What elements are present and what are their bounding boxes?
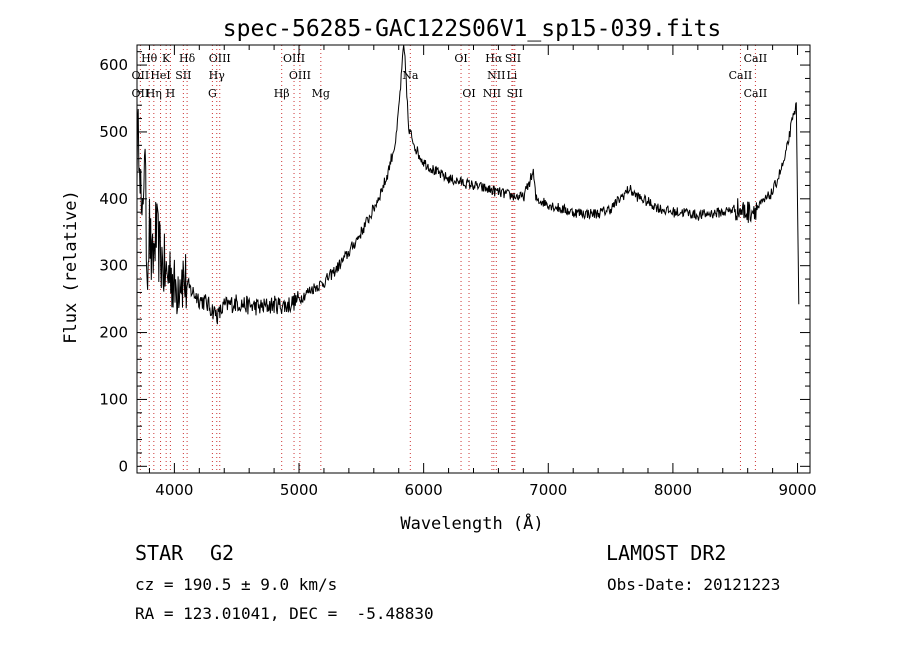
line-marker-label: OIII [209, 52, 231, 65]
line-marker-label: Hη [146, 87, 162, 100]
line-marker-label: Mg [312, 87, 330, 100]
survey-name: LAMOST DR2 [606, 541, 727, 565]
y-tick-label: 100 [99, 390, 128, 408]
line-marker-label: NII [487, 69, 505, 82]
observation-date: Obs-Date: 20121223 [607, 575, 781, 594]
x-tick-label: 4000 [155, 481, 193, 499]
line-marker-label: OIII [289, 69, 311, 82]
redshift-velocity: cz = 190.5 ± 9.0 km/s [135, 575, 338, 594]
line-marker-label: SII [505, 52, 521, 65]
plot-frame [136, 44, 811, 474]
line-marker-label: Hθ [141, 52, 158, 65]
spectrum-series [136, 44, 800, 325]
spectrum-line [136, 44, 800, 325]
line-marker-label: OIII [283, 52, 305, 65]
x-tick-label: 9000 [778, 481, 816, 499]
object-class: STAR [135, 541, 184, 565]
x-tick-label: 8000 [654, 481, 692, 499]
line-marker-label: OII [132, 69, 150, 82]
line-marker-label: OI [454, 52, 467, 65]
axis-ticks: 4000 5000 6000 7000 8000 9000 0 100 200 300 400 500… [99, 45, 817, 499]
line-marker-label: K [162, 52, 171, 65]
line-marker-label: HeI [150, 69, 170, 82]
x-tick-label: 7000 [529, 481, 567, 499]
object-subclass: G2 [210, 541, 235, 565]
y-tick-label: 300 [99, 257, 128, 275]
chart-title: spec-56285-GAC122S06V1_sp15-039.fits [223, 16, 722, 42]
line-marker-label: G [208, 87, 217, 100]
line-marker-label: SII [175, 69, 191, 82]
y-tick-label: 200 [99, 324, 128, 342]
line-marker-label: SII [507, 87, 523, 100]
line-marker-label: Hδ [179, 52, 196, 65]
y-tick-label: 600 [99, 56, 128, 74]
line-marker-label: NII [483, 87, 501, 100]
x-tick-label: 5000 [280, 481, 318, 499]
sky-coordinates: RA = 123.01041, DEC = -5.48830 [135, 604, 434, 623]
line-marker-label: Hγ [209, 69, 226, 82]
y-axis-label: Flux (relative) [61, 190, 81, 344]
line-marker-label: Hβ [274, 87, 290, 100]
line-marker-label: Li [506, 69, 517, 82]
line-marker-label: CaII [744, 52, 768, 65]
x-tick-label: 6000 [405, 481, 443, 499]
line-marker-label: CaII [729, 69, 753, 82]
y-tick-label: 500 [99, 123, 128, 141]
y-tick-label: 400 [99, 190, 128, 208]
y-tick-label: 0 [118, 457, 128, 475]
x-axis-label: Wavelength (Å) [400, 512, 543, 534]
line-marker-label: OII [132, 87, 150, 100]
line-marker-label: Na [402, 69, 419, 82]
line-marker-label: CaII [744, 87, 768, 100]
line-marker-label: H [166, 87, 176, 100]
line-marker-label: OI [462, 87, 475, 100]
line-marker-label: Hα [485, 52, 503, 65]
